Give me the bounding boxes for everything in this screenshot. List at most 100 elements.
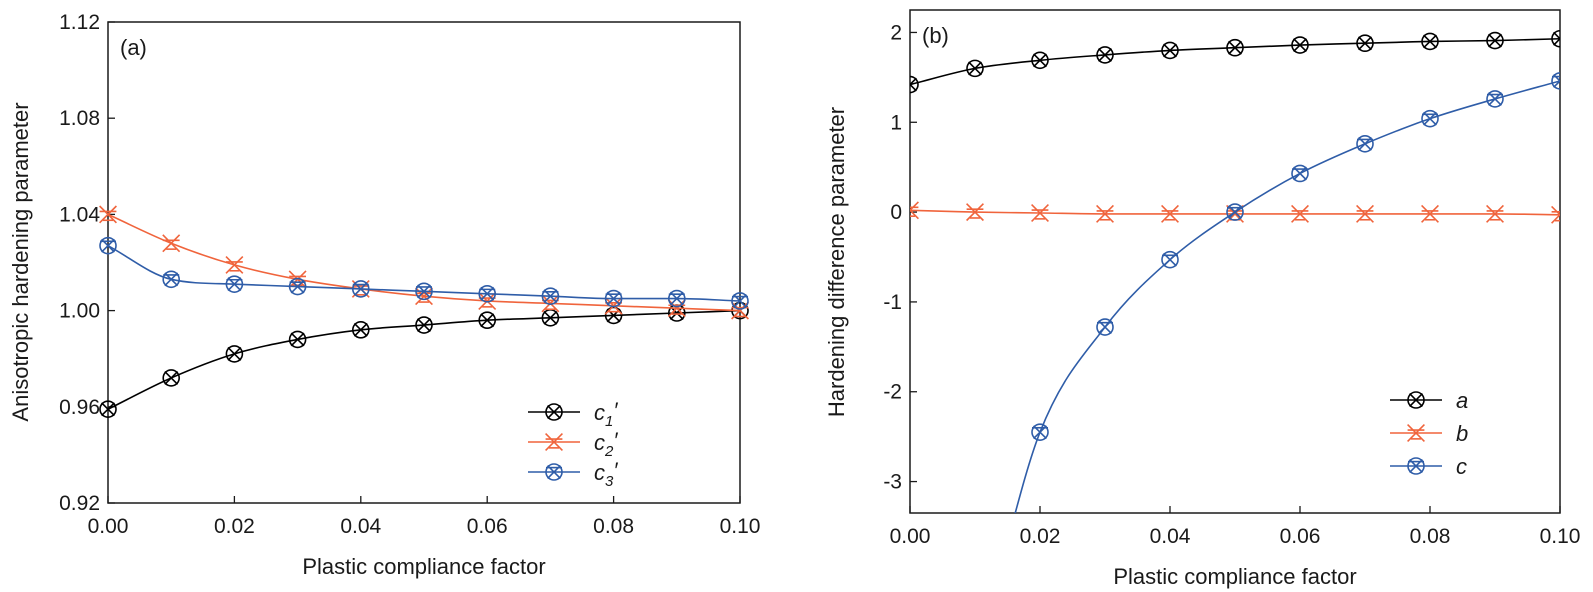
data-point: [1551, 29, 1560, 48]
data-point: [667, 299, 686, 318]
data-point: [415, 316, 433, 334]
data-point: [966, 203, 984, 222]
legend-label: c1′: [594, 398, 618, 430]
data-point: [1486, 90, 1504, 108]
panel-a-y-axis-label: Anisotropic hardening parameter: [8, 102, 33, 421]
data-point: [1161, 204, 1179, 223]
series-c1: [99, 301, 749, 419]
data-point: [162, 270, 180, 289]
series-c: [1014, 72, 1560, 513]
y-tick-label: -3: [883, 471, 902, 494]
legend-label: c: [1456, 454, 1467, 479]
x-tick-label: 0.00: [88, 515, 129, 538]
legend-label: b: [1456, 421, 1468, 446]
y-tick-label: 0.92: [59, 492, 100, 515]
data-point: [1551, 205, 1560, 224]
legend-item: a: [1390, 388, 1468, 413]
panel-b-plot-frame: [909, 9, 1561, 514]
x-tick-label: 0.10: [1540, 525, 1581, 548]
series-line: [107, 309, 741, 410]
data-point: [1031, 423, 1049, 441]
x-tick-label: 0.02: [1020, 525, 1061, 548]
data-point: [1356, 34, 1374, 53]
data-point: [1226, 38, 1244, 57]
data-point: [99, 205, 117, 224]
y-tick-label: 1.08: [59, 107, 100, 130]
data-point: [1551, 72, 1560, 90]
data-point: [1356, 135, 1374, 153]
legend-item: c2′: [528, 428, 618, 460]
data-point: [415, 282, 433, 301]
data-point: [1291, 36, 1309, 54]
y-tick-label: 2: [890, 21, 902, 44]
data-point: [731, 292, 749, 310]
panel-a-x-axis: 0.00 0.02 0.04 0.06 0.08 0.10: [88, 496, 760, 538]
panel-b-x-axis: 0.00 0.02 0.04 0.06 0.08 0.10: [890, 506, 1581, 548]
data-point: [225, 345, 244, 363]
x-tick-label: 0.04: [340, 515, 381, 538]
data-point: [910, 75, 919, 94]
data-point: [1421, 109, 1439, 128]
y-tick-label: 1: [890, 111, 902, 134]
series-line: [1014, 80, 1560, 513]
legend-item: c1′: [528, 398, 618, 430]
data-point: [478, 284, 497, 303]
data-point: [1161, 41, 1179, 60]
x-tick-label: 0.06: [467, 515, 508, 538]
legend-marker: [545, 463, 563, 481]
legend-marker: [545, 433, 563, 451]
data-point: [478, 311, 497, 330]
data-point: [99, 236, 117, 255]
data-point: [541, 287, 560, 305]
legend-item: c3′: [528, 458, 618, 490]
x-tick-label: 0.02: [214, 515, 255, 538]
data-point: [1031, 51, 1049, 70]
legend-label: a: [1456, 388, 1468, 413]
data-point: [162, 234, 181, 253]
legend-marker: [1407, 457, 1425, 475]
data-point: [225, 255, 244, 274]
series-a: [910, 29, 1560, 94]
legend-marker: [1407, 424, 1425, 442]
y-tick-label: 0.96: [59, 396, 100, 419]
x-tick-label: 0.00: [890, 525, 931, 548]
y-tick-label: 0: [890, 201, 902, 224]
series-c3: [99, 236, 749, 310]
data-point: [1486, 31, 1504, 50]
panel-b-x-axis-label: Plastic compliance factor: [1113, 564, 1356, 589]
panel-b-label: (b): [922, 23, 949, 48]
panel-b-chart: -3 -2 -1 0 1 2 0.00 0.02 0.04 0.06 0.08 0.10 (b) P…: [824, 9, 1581, 589]
data-point: [1161, 250, 1179, 269]
panel-a-plot-frame: [107, 21, 741, 504]
data-point: [288, 330, 307, 349]
data-point: [351, 280, 370, 298]
panel-a-chart: 0.920.961.001.041.081.12 0.00 0.02 0.04 0.0…: [8, 11, 760, 579]
x-tick-label: 0.08: [1410, 525, 1451, 548]
data-point: [1421, 204, 1439, 223]
data-point: [1291, 164, 1309, 183]
series-line: [910, 37, 1560, 86]
data-point: [1291, 204, 1309, 223]
legend-item: c: [1390, 454, 1467, 479]
panel-a-series: [99, 205, 749, 419]
legend-item: b: [1390, 421, 1468, 446]
data-point: [1096, 204, 1114, 223]
x-tick-label: 0.08: [593, 515, 634, 538]
data-point: [288, 277, 307, 296]
panel-a-legend: c1′c2′c3′: [528, 398, 618, 490]
panel-a-x-axis-label: Plastic compliance factor: [302, 554, 545, 579]
data-point: [162, 369, 180, 387]
data-point: [604, 289, 623, 308]
y-tick-label: 1.12: [59, 11, 100, 34]
x-tick-label: 0.04: [1150, 525, 1191, 548]
data-point: [667, 289, 686, 308]
data-point: [1421, 32, 1439, 51]
panel-a-label: (a): [120, 35, 147, 60]
legend-marker: [1407, 391, 1425, 409]
y-tick-label: -2: [883, 381, 902, 404]
data-point: [966, 59, 984, 78]
data-point: [1096, 318, 1114, 336]
y-tick-label: 1.00: [59, 300, 100, 323]
panel-b-series: [910, 29, 1560, 513]
